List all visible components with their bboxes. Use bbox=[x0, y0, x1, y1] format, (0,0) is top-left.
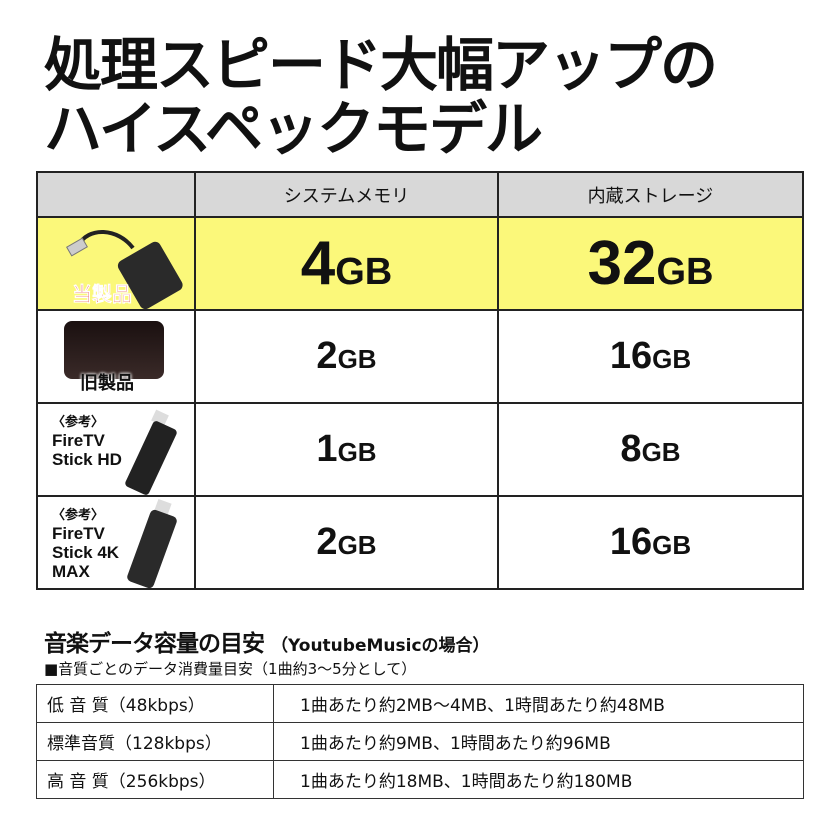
black-box-device-icon bbox=[64, 321, 164, 379]
memory-value: 4GB bbox=[194, 216, 499, 311]
storage-value: 16GB bbox=[497, 495, 804, 590]
headline-line1: 処理スピード大幅アップの bbox=[44, 31, 718, 99]
storage-value: 16GB bbox=[497, 309, 804, 404]
headline-line2: ハイスペックモデル bbox=[44, 95, 543, 163]
product-label: 当製品 bbox=[72, 282, 133, 307]
product-cell: 当製品 bbox=[36, 216, 196, 311]
memory-value: 1GB bbox=[194, 402, 499, 497]
product-cell: 旧製品 bbox=[36, 309, 196, 404]
usage-cell: 1曲あたり約18MB、1時間あたり約180MB bbox=[273, 760, 804, 799]
table-header: システムメモリ 内蔵ストレージ bbox=[36, 171, 804, 218]
usage-cell: 1曲あたり約9MB、1時間あたり約96MB bbox=[273, 722, 804, 761]
usage-cell: 1曲あたり約2MB〜4MB、1時間あたり約48MB bbox=[273, 684, 804, 723]
table-row: 〈参考〉 FireTV Stick HD 1GB 8GB bbox=[36, 402, 804, 497]
product-label: 〈参考〉 FireTV Stick 4K MAX bbox=[52, 507, 120, 581]
table-row: 〈参考〉 FireTV Stick 4K MAX 2GB 16GB bbox=[36, 495, 804, 590]
music-section-title: 音楽データ容量の目安 （YoutubeMusicの場合） bbox=[44, 631, 490, 657]
table-row: 当製品 4GB 32GB bbox=[36, 216, 804, 311]
table-row: 標準音質（128kbps） 1曲あたり約9MB、1時間あたり約96MB bbox=[36, 722, 804, 761]
fire-tv-stick-icon bbox=[125, 409, 177, 495]
header-memory: システムメモリ bbox=[194, 171, 499, 218]
product-cell: 〈参考〉 FireTV Stick 4K MAX bbox=[36, 495, 196, 590]
memory-value: 2GB bbox=[194, 309, 499, 404]
quality-cell: 高 音 質（256kbps） bbox=[36, 760, 274, 799]
table-row: 旧製品 2GB 16GB bbox=[36, 309, 804, 404]
storage-value: 8GB bbox=[497, 402, 804, 497]
product-cell: 〈参考〉 FireTV Stick HD bbox=[36, 402, 196, 497]
header-empty bbox=[36, 171, 196, 218]
usb-hdmi-adapter-icon bbox=[66, 230, 183, 310]
storage-value: 32GB bbox=[497, 216, 804, 311]
table-row: 低 音 質（48kbps） 1曲あたり約2MB〜4MB、1時間あたり約48MB bbox=[36, 684, 804, 723]
header-storage: 内蔵ストレージ bbox=[497, 171, 804, 218]
fire-tv-stick-icon bbox=[127, 498, 177, 589]
quality-cell: 標準音質（128kbps） bbox=[36, 722, 274, 761]
spec-comparison-table: システムメモリ 内蔵ストレージ 当製品 4GB 32GB 旧製品 2GB 16G… bbox=[36, 171, 804, 590]
music-data-table: 低 音 質（48kbps） 1曲あたり約2MB〜4MB、1時間あたり約48MB 標… bbox=[36, 684, 804, 799]
music-section-subtitle: ■音質ごとのデータ消費量目安（1曲約3〜5分として） bbox=[44, 660, 417, 678]
product-label: 旧製品 bbox=[80, 373, 134, 394]
table-row: 高 音 質（256kbps） 1曲あたり約18MB、1時間あたり約180MB bbox=[36, 760, 804, 799]
product-label: 〈参考〉 FireTV Stick HD bbox=[52, 414, 122, 469]
memory-value: 2GB bbox=[194, 495, 499, 590]
quality-cell: 低 音 質（48kbps） bbox=[36, 684, 274, 723]
